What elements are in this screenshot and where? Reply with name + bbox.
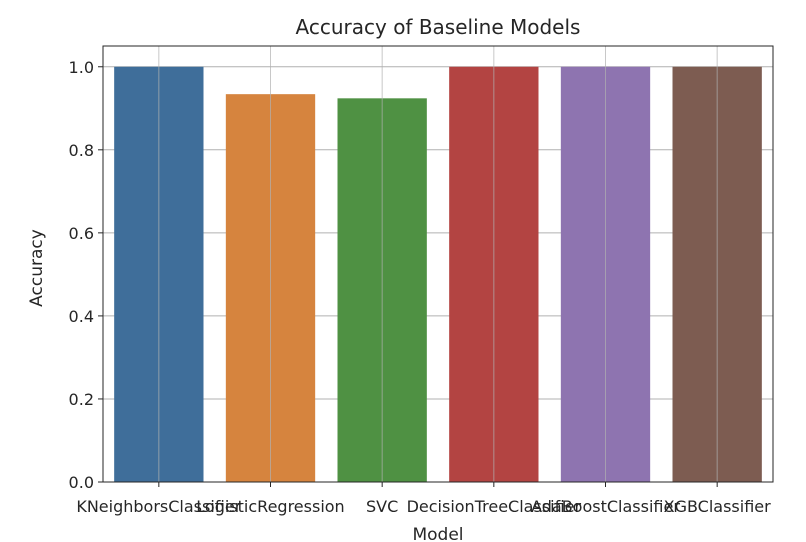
x-tick-label: SVC — [366, 497, 398, 516]
y-tick-label: 0.0 — [69, 473, 94, 492]
x-tick-label: DecisionTreeClassifier — [407, 497, 582, 516]
y-tick-label: 0.2 — [69, 390, 94, 409]
x-axis-label: Model — [412, 525, 463, 542]
chart-title: Accuracy of Baseline Models — [296, 15, 581, 39]
x-tick-label: XGBClassifier — [664, 497, 772, 516]
x-tick-label: LogisticRegression — [196, 497, 344, 516]
bars — [114, 66, 762, 483]
y-axis-label: Accuracy — [27, 229, 47, 307]
plot-frame — [102, 45, 774, 483]
y-axis-ticks: 0.0 0.2 0.4 0.6 0.8 1.0 — [69, 58, 103, 492]
x-tick-label: KNeighborsClassifier — [76, 497, 241, 516]
x-tick-label: AdaBoostClassifier — [531, 497, 680, 516]
y-tick-label: 0.6 — [69, 224, 94, 243]
y-tick-label: 1.0 — [69, 58, 94, 77]
y-tick-label: 0.8 — [69, 141, 94, 160]
y-tick-label: 0.4 — [69, 307, 94, 326]
vertical-grid — [158, 46, 718, 482]
